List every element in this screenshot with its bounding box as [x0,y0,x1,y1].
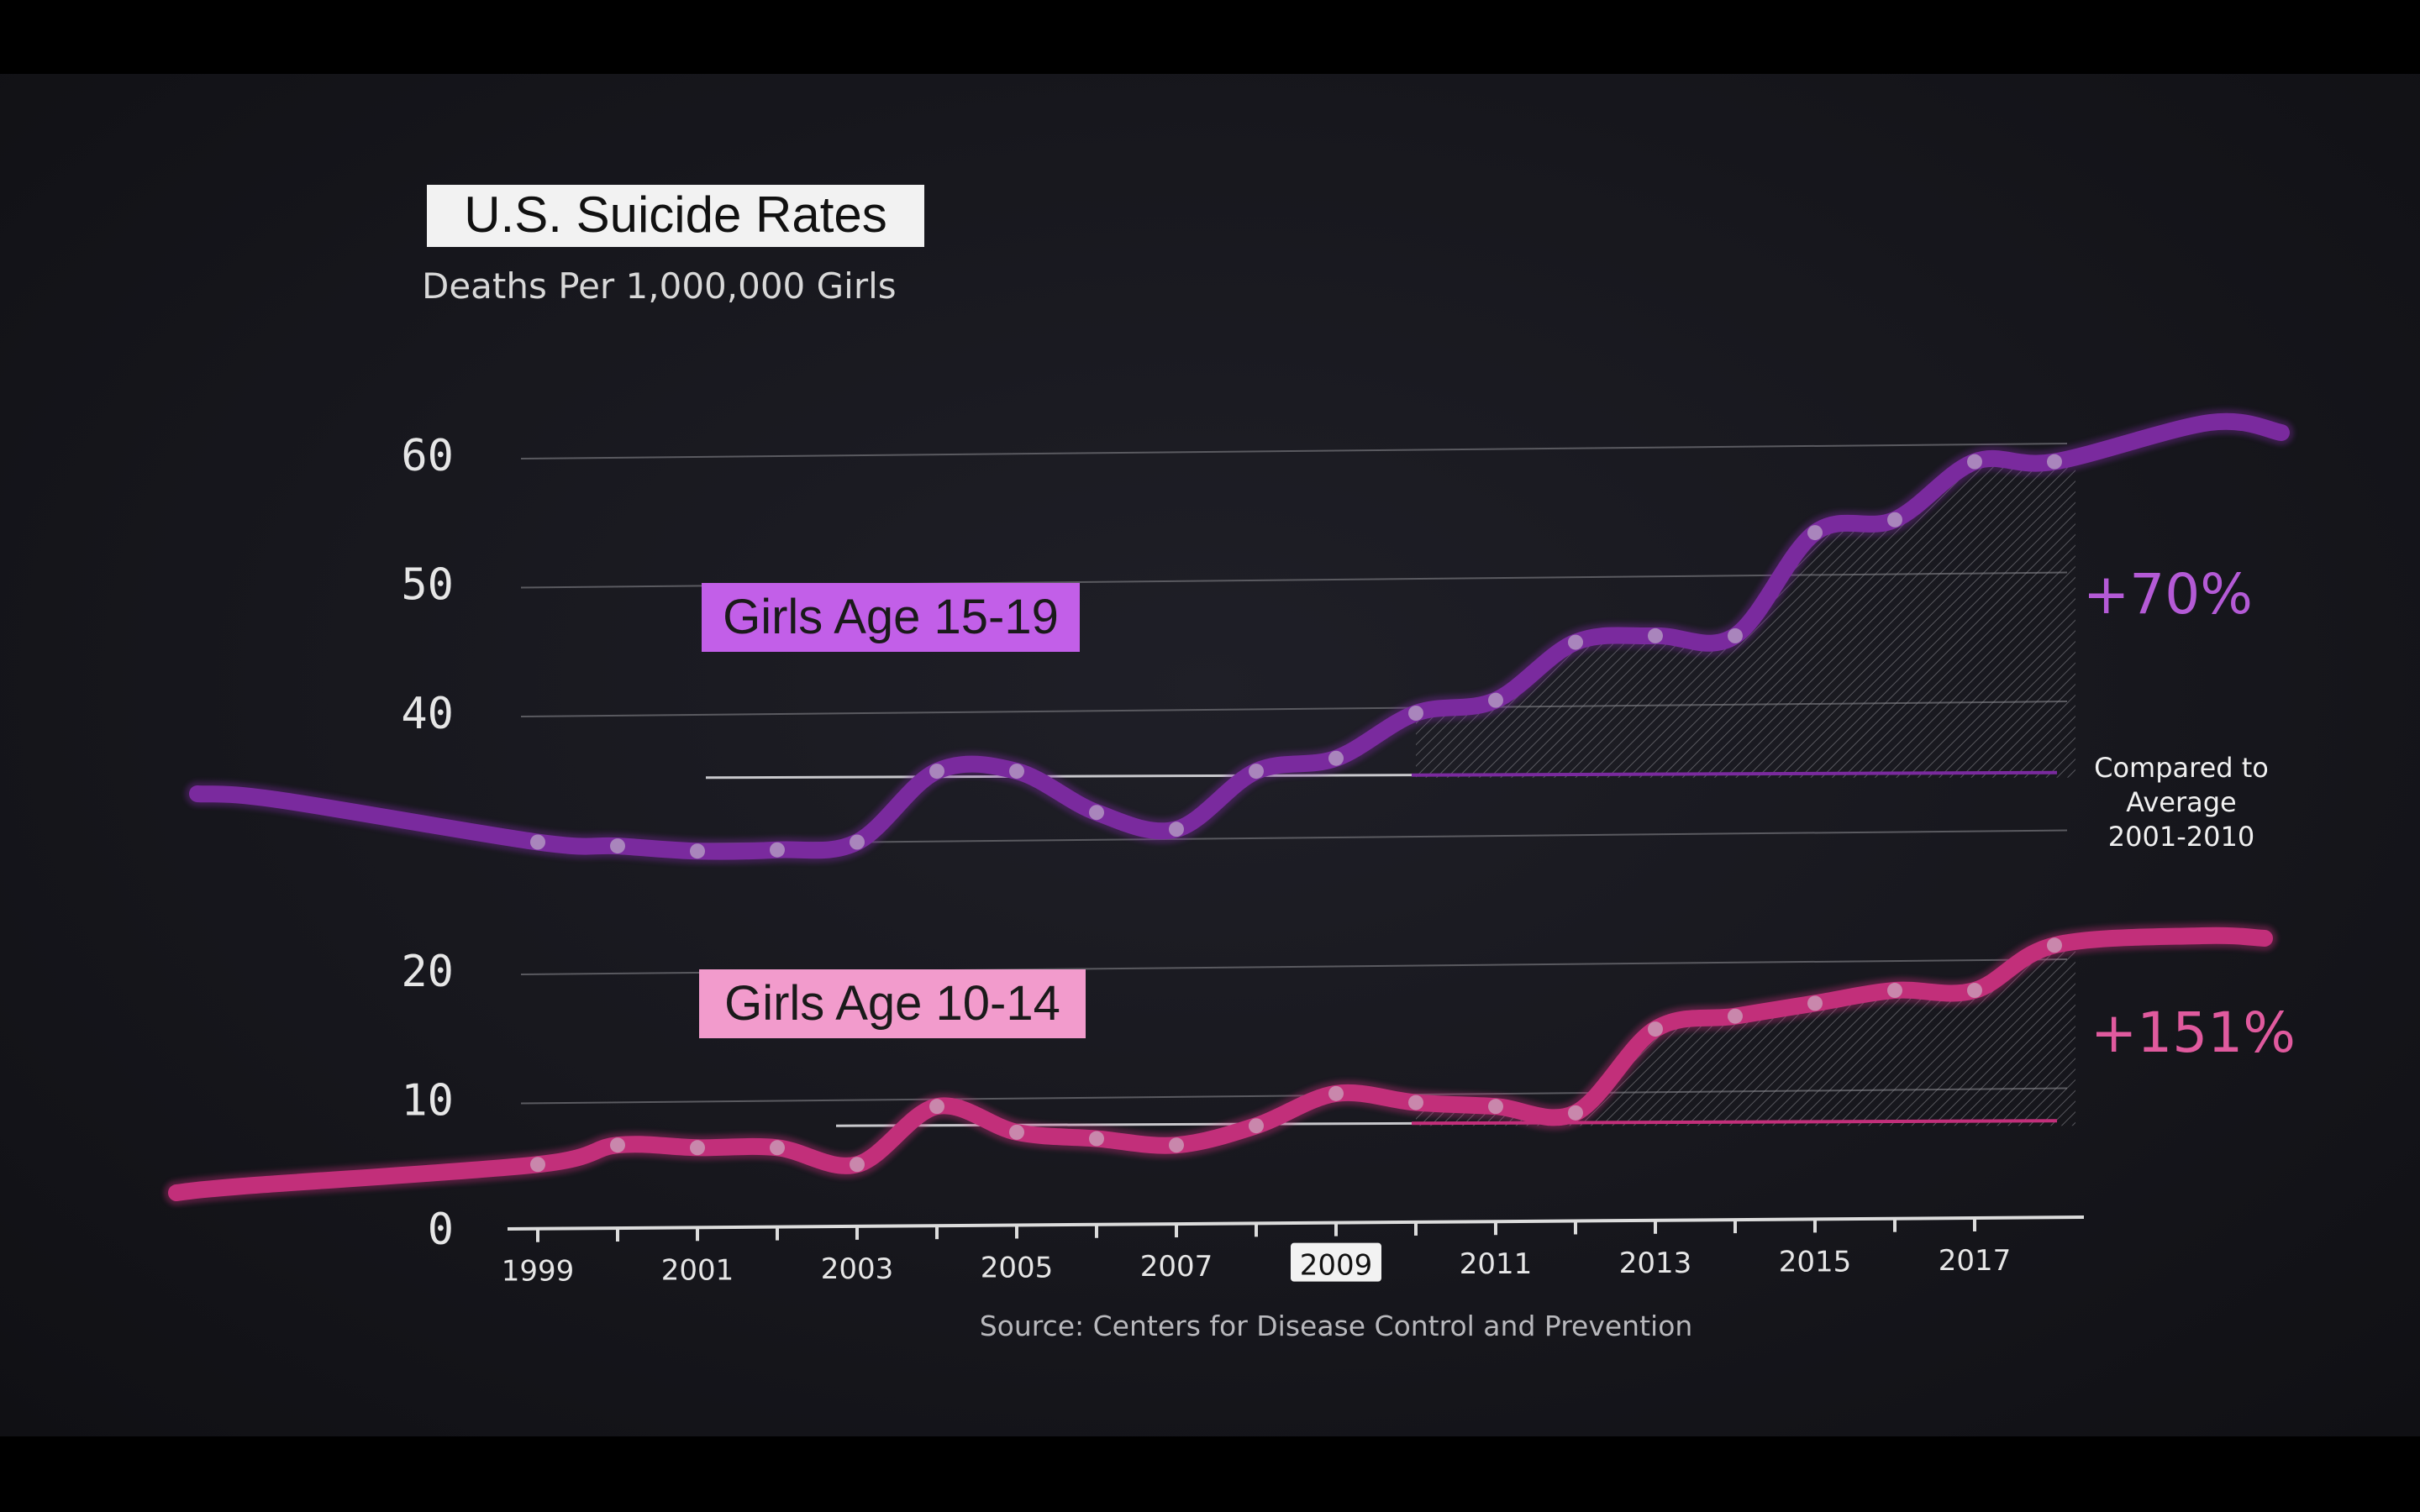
y-tick-label: 60 [401,431,454,481]
data-point [690,1140,705,1156]
y-tick-label: 20 [401,947,454,997]
data-point [1408,706,1423,721]
title-box [427,185,924,247]
data-point [850,1157,865,1173]
data-point [1967,983,1982,999]
data-point [1169,822,1184,837]
series-points [530,454,2062,1173]
data-point [1728,1008,1743,1024]
data-point [1728,627,1743,643]
data-point [770,1140,785,1156]
data-point [1328,1085,1344,1101]
series-label-1: Girls Age 10-14 [724,976,1060,1031]
average-line-accent-0 [1411,770,2058,777]
data-point [1169,1137,1184,1153]
data-point [1568,634,1583,650]
data-point [1488,1099,1503,1115]
data-point [929,1099,944,1115]
data-point [1807,525,1823,541]
x-axis-line [507,1215,2085,1231]
data-point [1009,1124,1024,1140]
data-point [1568,1105,1583,1121]
change-label-1: +151% [2091,1000,2296,1065]
x-tick-label: 2015 [1779,1245,1852,1278]
data-point [530,834,545,850]
comparison-note-line: Compared to [2094,752,2269,784]
gridline-60 [520,443,2068,459]
data-point [1967,454,1982,470]
data-point [1089,805,1104,821]
x-tick-label: 2005 [981,1251,1054,1284]
x-tick-label: 2013 [1619,1247,1692,1280]
labels: Girls Age 15-19 +70% Girls Age 10-14 +151% C… [699,562,2296,1065]
data-point [1249,764,1264,780]
x-tick-label: 2007 [1140,1250,1213,1284]
series-label-box-0 [702,583,1080,652]
y-tick-label: 40 [401,689,454,739]
data-point [1887,512,1902,528]
hatched-area-0 [1416,461,2075,778]
data-point [610,1137,625,1153]
x-tick-label: 1999 [502,1255,575,1289]
y-tick-label: 10 [401,1076,454,1126]
x-tick-label: 2003 [821,1252,894,1286]
data-point [1249,1118,1264,1134]
chart-subtitle: Deaths Per 1,000,000 Girls [422,265,897,307]
data-point [690,843,705,859]
chart-title: U.S. Suicide Rates [464,186,887,243]
series-label-box-1 [699,969,1086,1038]
axes: 0 10 20 40 50 60 1999 2001 2003 2005 2007 2009 2011 2… [401,431,2085,1289]
comparison-note-line: Average [2126,786,2236,818]
data-point [610,838,625,854]
data-point [1807,995,1823,1011]
series-label-0: Girls Age 15-19 [723,590,1059,644]
data-point [1648,627,1663,643]
source-note: Source: Centers for Disease Control and … [980,1310,1693,1342]
data-point [1488,692,1503,708]
series-line-0 [189,412,2290,860]
x-tick-label: 2017 [1939,1244,2012,1278]
comparison-note-line: 2001-2010 [2108,821,2254,853]
x-tick-label: 2001 [661,1253,734,1287]
data-point [850,834,865,850]
change-label-0: +70% [2083,562,2253,627]
y-tick-label: 50 [401,560,454,611]
data-point [1009,764,1024,780]
highlighted-year-box [1291,1242,1381,1282]
data-point [1328,750,1344,766]
x-tick-label: 2009 [1300,1249,1373,1283]
data-point [530,1157,545,1173]
data-point [2047,454,2062,470]
data-point [770,842,785,858]
data-point [1089,1131,1104,1147]
data-point [1648,1021,1663,1037]
y-tick-label: 0 [428,1205,454,1255]
data-point [929,764,944,780]
data-point [1408,1095,1423,1110]
data-point [1887,983,1902,999]
data-point [2047,937,2062,953]
x-tick-label: 2011 [1460,1247,1533,1281]
